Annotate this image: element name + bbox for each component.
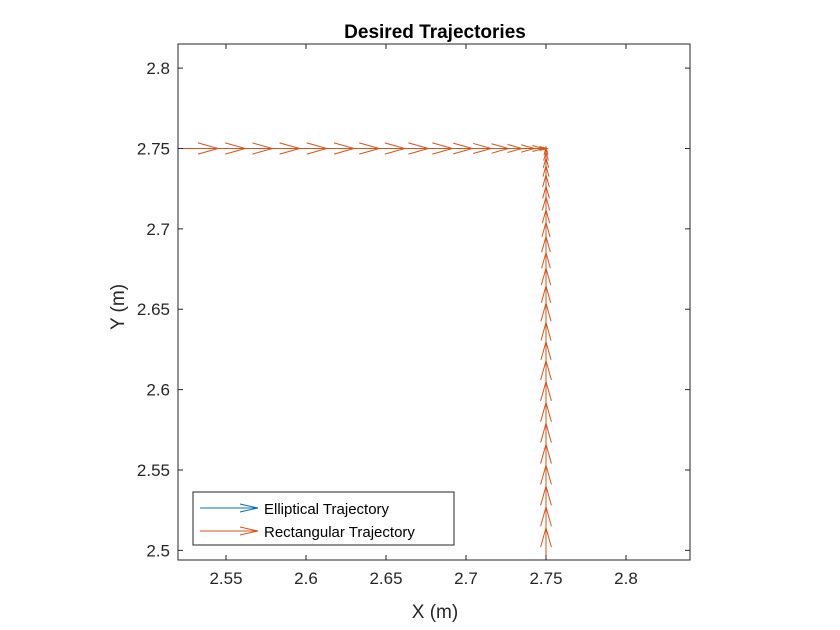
legend-label-rectangular: Rectangular Trajectory bbox=[264, 524, 415, 541]
axes-box bbox=[177, 43, 691, 561]
legend: Elliptical Trajectory Rectangular Trajec… bbox=[192, 491, 455, 546]
y-tick-label: 2.7 bbox=[146, 220, 170, 239]
x-tick-label: 2.7 bbox=[454, 569, 478, 588]
arrow-v-27-head bbox=[545, 145, 547, 150]
legend-arrowhead-rectangular bbox=[239, 526, 259, 536]
y-tick-label: 2.5 bbox=[146, 541, 170, 560]
x-tick-label: 2.55 bbox=[209, 569, 242, 588]
legend-arrowhead-elliptical bbox=[239, 503, 259, 513]
y-axis-label: Y (m) bbox=[108, 284, 129, 330]
x-tick-label: 2.6 bbox=[294, 569, 318, 588]
y-tick-label: 2.75 bbox=[137, 139, 170, 158]
x-tick-label: 2.8 bbox=[614, 569, 638, 588]
x-tick-label: 2.75 bbox=[529, 569, 562, 588]
y-tick-label: 2.55 bbox=[137, 461, 170, 480]
legend-label-elliptical: Elliptical Trajectory bbox=[264, 501, 390, 518]
arrow-v-27 bbox=[545, 145, 547, 151]
y-tick-label: 2.8 bbox=[146, 59, 170, 78]
plot-area bbox=[178, 44, 690, 560]
y-tick-label: 2.65 bbox=[137, 300, 170, 319]
y-tick-label: 2.6 bbox=[146, 381, 170, 400]
axes: 2.55 2.6 2.65 2.7 2.75 2.8 2.5 2.55 2.6 2.65 2.7 2.… bbox=[137, 43, 691, 588]
x-axis-label: X (m) bbox=[412, 602, 458, 623]
x-tick-label: 2.65 bbox=[369, 569, 402, 588]
legend-box bbox=[192, 491, 455, 546]
data-marks bbox=[178, 142, 552, 560]
chart-title: Desired Trajectories bbox=[344, 22, 526, 43]
